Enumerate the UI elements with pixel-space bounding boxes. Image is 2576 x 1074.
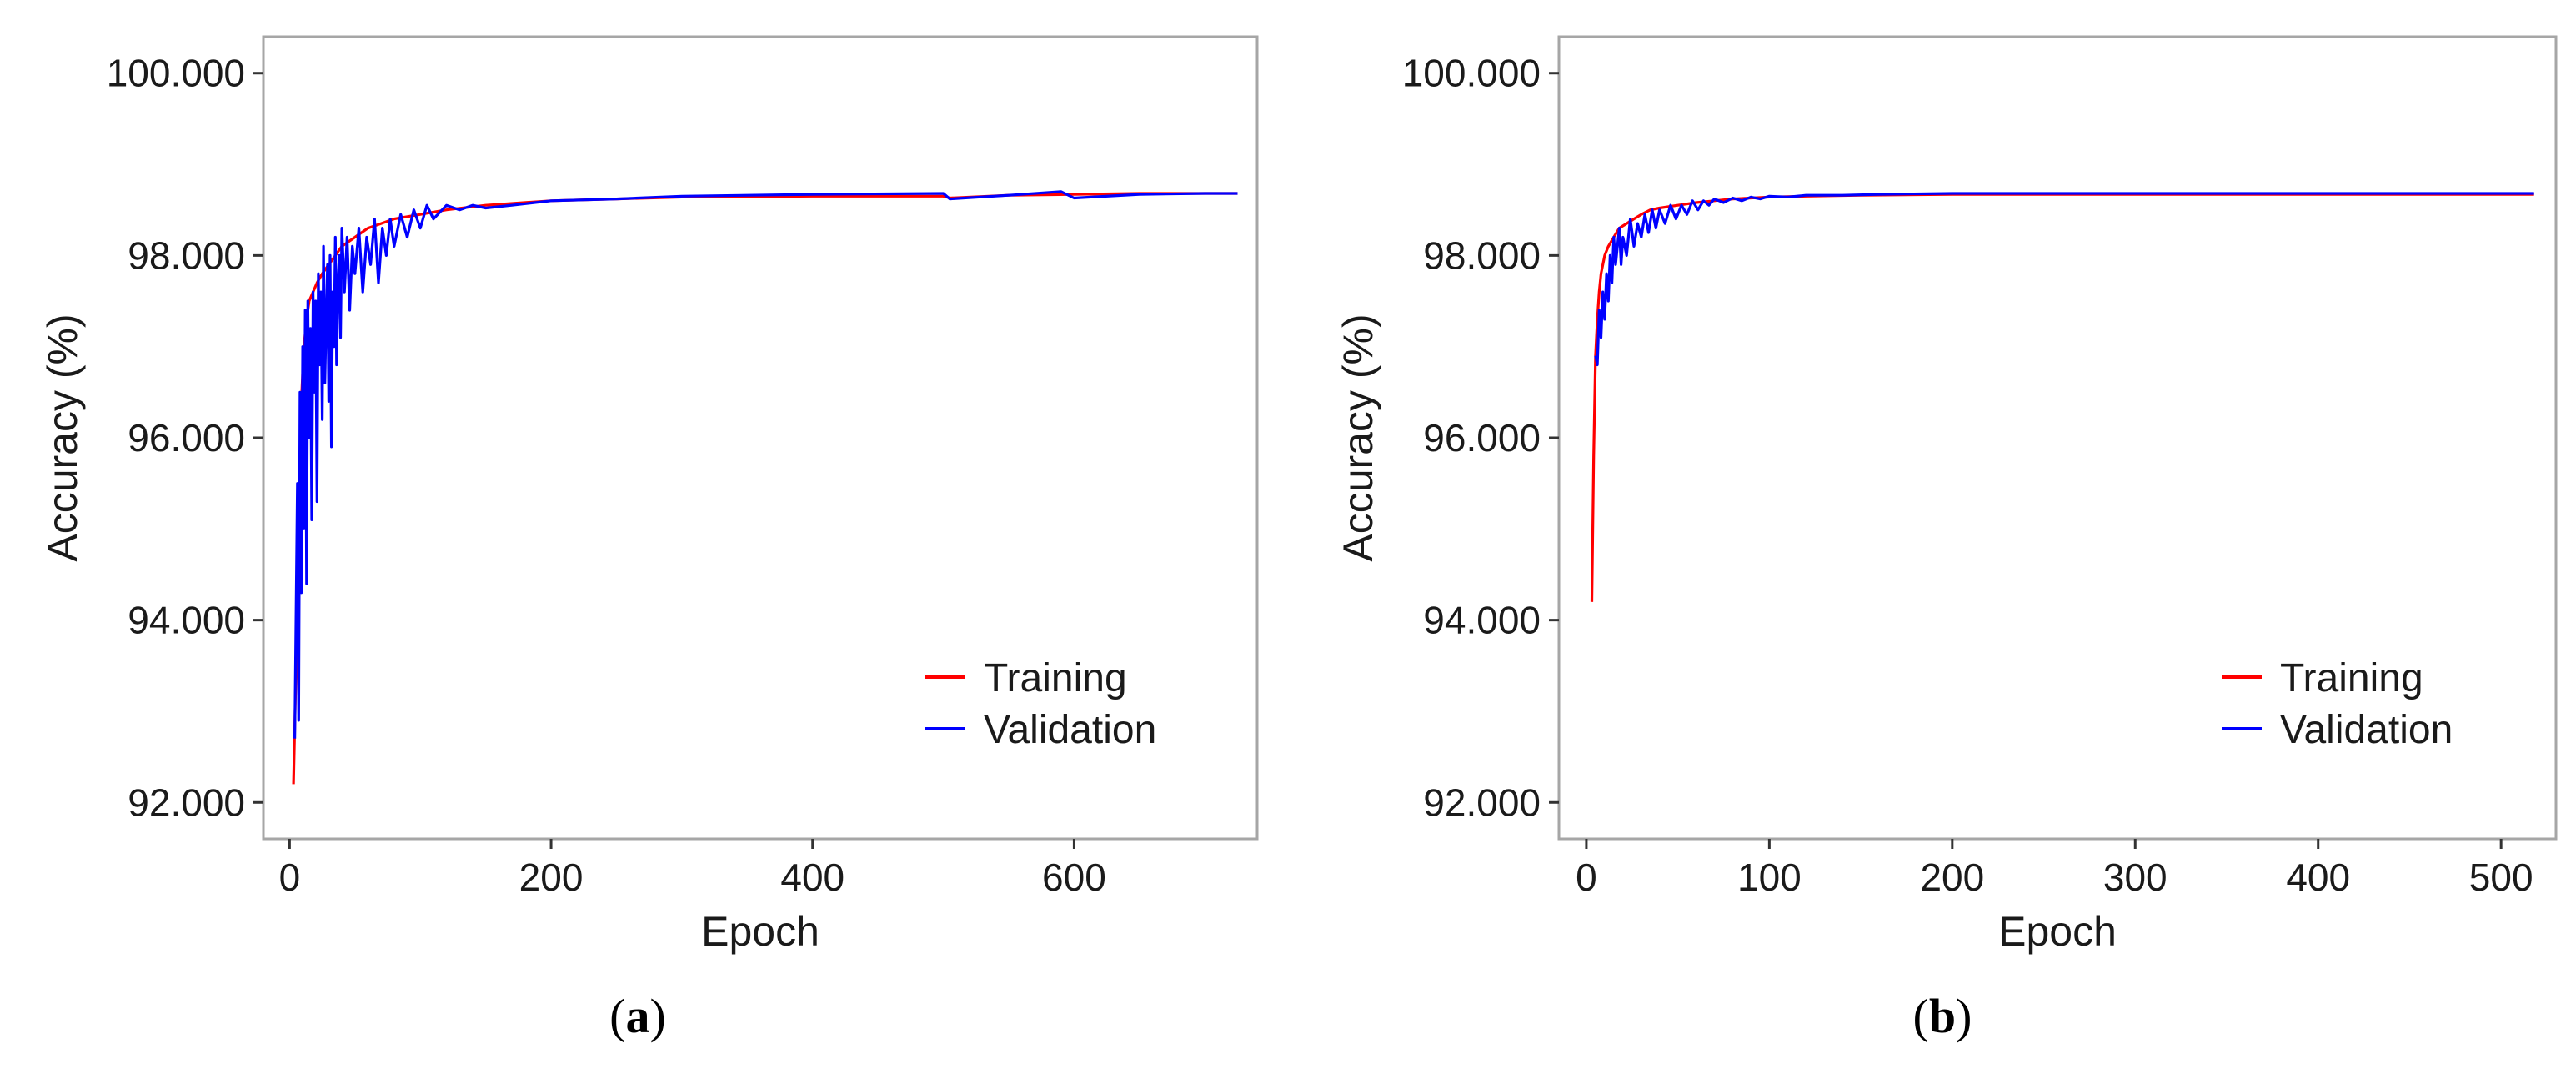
y-tick-label: 96.000 — [1423, 416, 1541, 459]
x-tick-label: 500 — [2469, 856, 2533, 899]
x-axis-title: Epoch — [701, 908, 819, 955]
series-line-validation — [293, 190, 1238, 739]
x-tick-label: 100 — [1737, 856, 1802, 899]
y-tick-label: 96.000 — [128, 416, 245, 459]
y-tick-label: 98.000 — [1423, 233, 1541, 277]
series-line-training — [1590, 193, 2534, 602]
x-tick-label: 600 — [1042, 856, 1106, 899]
y-tick-label: 100.000 — [1402, 52, 1541, 95]
legend-label-training: Training — [984, 656, 1127, 700]
y-tick-label: 94.000 — [128, 599, 245, 642]
x-tick-label: 400 — [780, 856, 844, 899]
series-line-validation — [1594, 192, 2534, 367]
legend-label-validation: Validation — [2280, 708, 2453, 752]
y-tick-label: 92.000 — [1423, 780, 1541, 824]
x-tick-label: 200 — [519, 856, 584, 899]
x-tick-label: 0 — [279, 856, 301, 899]
x-tick-label: 0 — [1576, 856, 1597, 899]
y-tick-label: 92.000 — [128, 780, 245, 824]
y-tick-label: 94.000 — [1423, 599, 1541, 642]
y-tick-label: 100.000 — [107, 52, 245, 95]
y-tick-label: 98.000 — [128, 233, 245, 277]
chart-panel-b: 92.000 94.000 96.000 98.000 100.000 0 100 200 30… — [1335, 35, 2558, 1043]
legend-label-validation: Validation — [984, 708, 1156, 752]
x-axis-title: Epoch — [1998, 908, 2117, 955]
legend-label-training: Training — [2280, 656, 2423, 700]
panel-label: (a) — [609, 989, 666, 1043]
x-tick-label: 400 — [2286, 856, 2350, 899]
panel-label: (b) — [1913, 989, 1972, 1043]
y-axis-title: Accuracy (%) — [1335, 314, 1381, 561]
y-axis-title: Accuracy (%) — [39, 314, 86, 561]
x-tick-label: 300 — [2103, 856, 2168, 899]
x-tick-label: 200 — [1920, 856, 1984, 899]
chart-panel-a: 92.000 94.000 96.000 98.000 100.000 0 200 400 60… — [39, 35, 1259, 1043]
